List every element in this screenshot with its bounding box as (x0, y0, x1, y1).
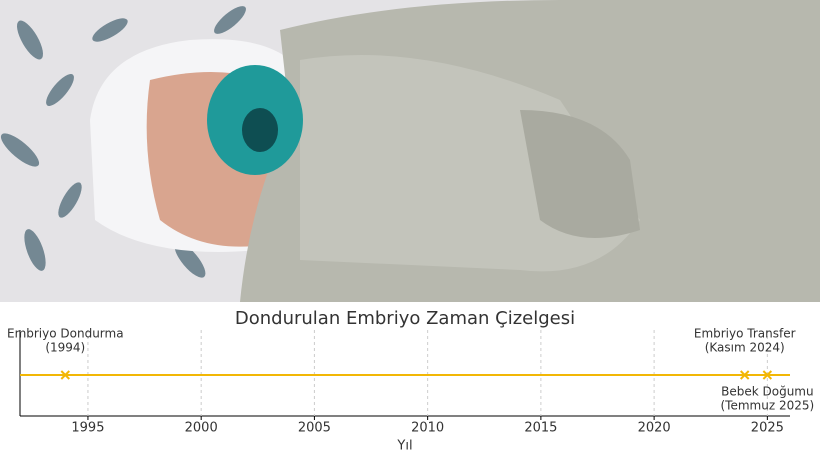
event-marker (762, 370, 773, 380)
event-label: (Kasım 2024) (705, 341, 785, 355)
x-tick-label: 2020 (638, 421, 671, 436)
x-tick-label: 1995 (71, 421, 104, 436)
event-label: (Temmuz 2025) (721, 399, 815, 413)
x-tick-label: 2000 (185, 421, 218, 436)
x-tick-label: 2005 (298, 421, 331, 436)
event-label: Embriyo Transfer (694, 327, 796, 341)
event-label: Bebek Doğumu (721, 385, 813, 399)
baby-photo (0, 0, 820, 302)
event-marker (60, 370, 71, 380)
chart-title: Dondurulan Embriyo Zaman Çizelgesi (235, 308, 575, 329)
x-tick-label: 2015 (524, 421, 557, 436)
x-tick-label: 2010 (411, 421, 444, 436)
event-marker (739, 370, 750, 380)
event-label: Embriyo Dondurma (7, 327, 124, 341)
x-axis-label: Yıl (396, 439, 412, 454)
event-label: (1994) (45, 341, 85, 355)
x-tick-label: 2025 (751, 421, 784, 436)
